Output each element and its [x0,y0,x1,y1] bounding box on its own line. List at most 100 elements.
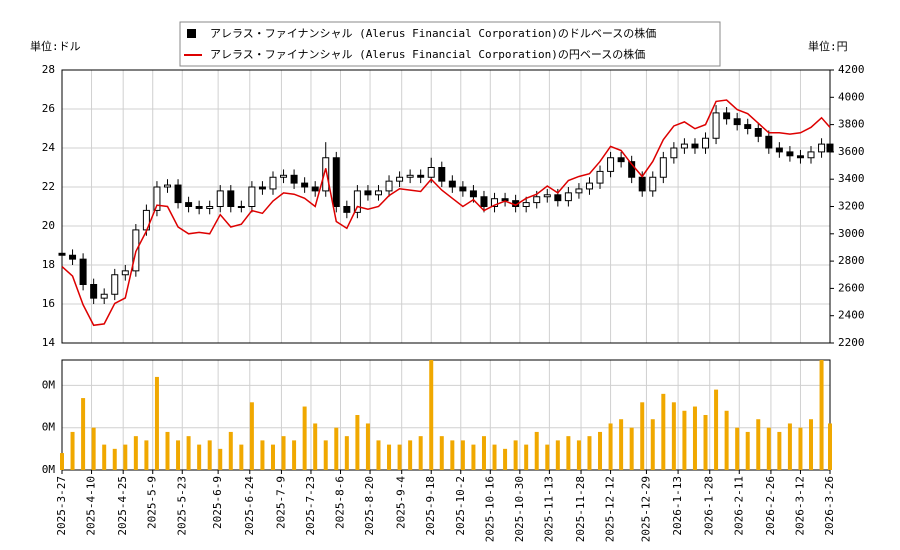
candle-body [332,157,340,207]
volume-bar [302,406,307,470]
main-frame [61,69,831,344]
candle-body [723,112,731,120]
candle-body [469,190,477,198]
volume-bar [703,415,708,470]
candle-body [702,137,710,149]
legend-swatch [187,29,196,38]
candle-body [58,252,66,256]
x-tick-label: 2025-7-23 [304,476,317,536]
candle-body [111,274,119,295]
volume-bar [218,448,223,470]
volume-bar [281,436,286,470]
volume-bar [365,423,370,470]
x-tick-label: 2025-9-4 [395,476,408,529]
volume-bar [828,423,832,470]
x-tick-label: 2026-2-26 [764,476,777,536]
volume-bar [692,406,697,470]
volume-bar [545,444,550,470]
candle-body [343,206,351,213]
volume-bar [809,419,814,470]
volume-bar [249,402,254,470]
candle-body [237,206,245,208]
x-tick-label: 2025-5-9 [146,476,159,529]
volume-bar [418,436,423,470]
y-tick-label: 16 [42,297,55,310]
candle-body [280,174,288,178]
y2-tick-label: 2800 [838,254,865,267]
x-tick-label: 2025-10-30 [513,476,526,542]
volume-bar [513,440,518,470]
volume-bar [682,410,687,470]
x-tick-label: 2025-8-6 [334,476,347,529]
volume-bar [334,427,339,470]
candle-body [427,167,435,178]
x-tick-label: 2026-3-26 [823,476,836,536]
volume-bar [629,427,634,470]
volume-bar [81,398,86,470]
volume-bar [387,444,392,470]
candle-body [491,198,499,207]
y-tick-label: 24 [42,141,56,154]
volume-bar [260,440,265,470]
candle-body [480,196,488,207]
candle-body [775,147,783,153]
volume-bar [239,444,244,470]
candle-body [374,190,382,196]
volume-bar [197,444,202,470]
candle-body [818,143,826,153]
x-tick-label: 2025-9-18 [424,476,437,536]
volume-bar [819,360,824,470]
x-tick-label: 2025-12-29 [639,476,652,542]
volume-bar [154,376,159,470]
y2-tick-label: 4200 [838,63,865,76]
candle-body [90,284,98,299]
y-tick-label: 22 [42,180,55,193]
y-tick-label: 0M [42,463,56,476]
y2-tick-label: 2600 [838,281,865,294]
volume-frame [61,359,831,471]
candle-body [195,206,203,209]
y-tick-label: 26 [42,102,55,115]
volume-bar [534,431,539,470]
candle-body [227,190,235,207]
legend-label: アレラス・ファイナンシャル (Alerus Financial Corporat… [210,47,645,61]
candle-body [744,124,752,129]
volume-bar [745,431,750,470]
candle-body [617,157,625,163]
candle-body [258,186,266,190]
volume-bar [376,440,381,470]
y-tick-label: 18 [42,258,55,271]
volume-bar [60,453,64,470]
candle-body [585,182,593,190]
candle-body [174,184,182,204]
candle-body [765,135,773,149]
x-tick-label: 2025-5-23 [175,476,188,536]
candle-body [596,170,604,184]
x-tick-label: 2025-4-10 [85,476,98,536]
volume-bar [714,389,719,470]
candle-body [638,176,646,192]
volume-bar [123,444,128,470]
candle-body [301,182,309,188]
volume-bar [587,436,592,470]
volume-bar [207,440,212,470]
candle-body [543,194,551,198]
candle-body [670,147,678,159]
candle-body [248,186,256,207]
x-tick-label: 2025-7-9 [274,476,287,529]
volume-bar [524,444,529,470]
volume-bar [492,444,497,470]
candle-body [385,180,393,192]
volume-bar [503,448,508,470]
legend-label: アレラス・ファイナンシャル (Alerus Financial Corporat… [210,26,656,40]
candle-body [290,174,298,184]
x-tick-label: 2025-10-2 [454,476,467,536]
candle-body [659,157,667,178]
volume-bar [766,427,771,470]
y2-tick-label: 2400 [838,309,865,322]
volume-bar [408,440,413,470]
candle-body [680,143,688,149]
y2-tick-label: 3000 [838,227,865,240]
volume-bar [323,440,328,470]
